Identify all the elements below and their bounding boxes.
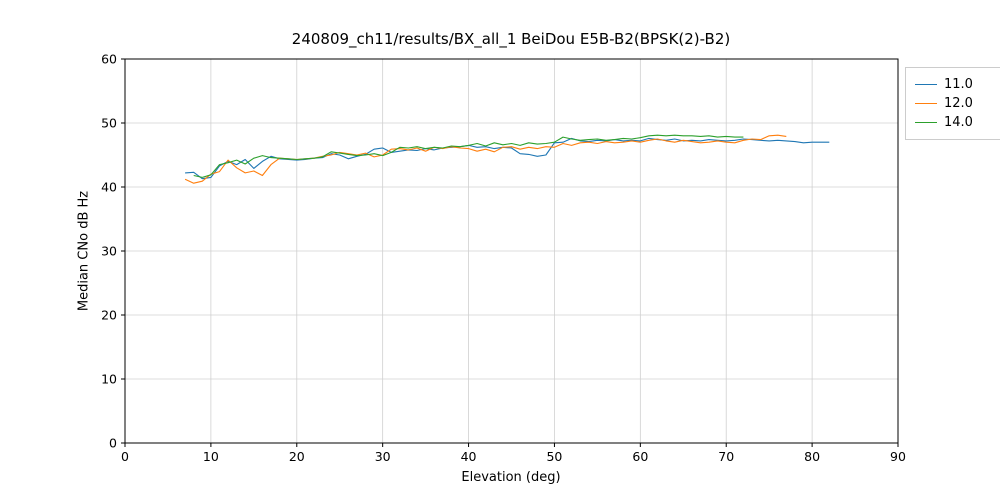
x-axis-label: Elevation (deg) — [461, 470, 561, 485]
y-tick-label: 60 — [101, 52, 117, 67]
y-tick-label: 20 — [101, 308, 117, 323]
legend: 11.0 12.0 14.0 — [905, 67, 1000, 140]
x-tick-label: 90 — [890, 449, 906, 464]
legend-line-sample — [915, 84, 937, 85]
legend-line-sample — [915, 103, 937, 104]
legend-label: 14.0 — [944, 115, 973, 130]
y-tick-label: 0 — [109, 436, 117, 451]
legend-line-sample — [915, 122, 937, 123]
series-line-12.0 — [184, 134, 787, 184]
legend-item: 11.0 — [915, 75, 1000, 94]
y-tick-label: 40 — [101, 180, 117, 195]
x-tick-label: 50 — [546, 449, 562, 464]
series-line-14.0 — [193, 134, 744, 178]
y-tick-label: 30 — [101, 244, 117, 259]
x-tick-label: 80 — [804, 449, 820, 464]
series-line-11.0 — [185, 137, 830, 180]
x-tick-label: 0 — [121, 449, 129, 464]
legend-item: 12.0 — [915, 94, 1000, 113]
y-tick-label: 10 — [101, 372, 117, 387]
legend-label: 11.0 — [944, 77, 973, 92]
y-axis-label: Median CNo dB Hz — [76, 190, 92, 312]
x-tick-label: 10 — [203, 449, 219, 464]
x-tick-label: 40 — [461, 449, 477, 464]
y-tick-label: 50 — [101, 116, 117, 131]
x-tick-label: 20 — [289, 449, 305, 464]
legend-item: 14.0 — [915, 113, 1000, 132]
x-tick-label: 30 — [375, 449, 391, 464]
chart-title: 240809_ch11/results/BX_all_1 BeiDou E5B-… — [291, 30, 731, 48]
x-tick-label: 70 — [718, 449, 734, 464]
legend-label: 12.0 — [944, 96, 973, 111]
x-tick-label: 60 — [632, 449, 648, 464]
